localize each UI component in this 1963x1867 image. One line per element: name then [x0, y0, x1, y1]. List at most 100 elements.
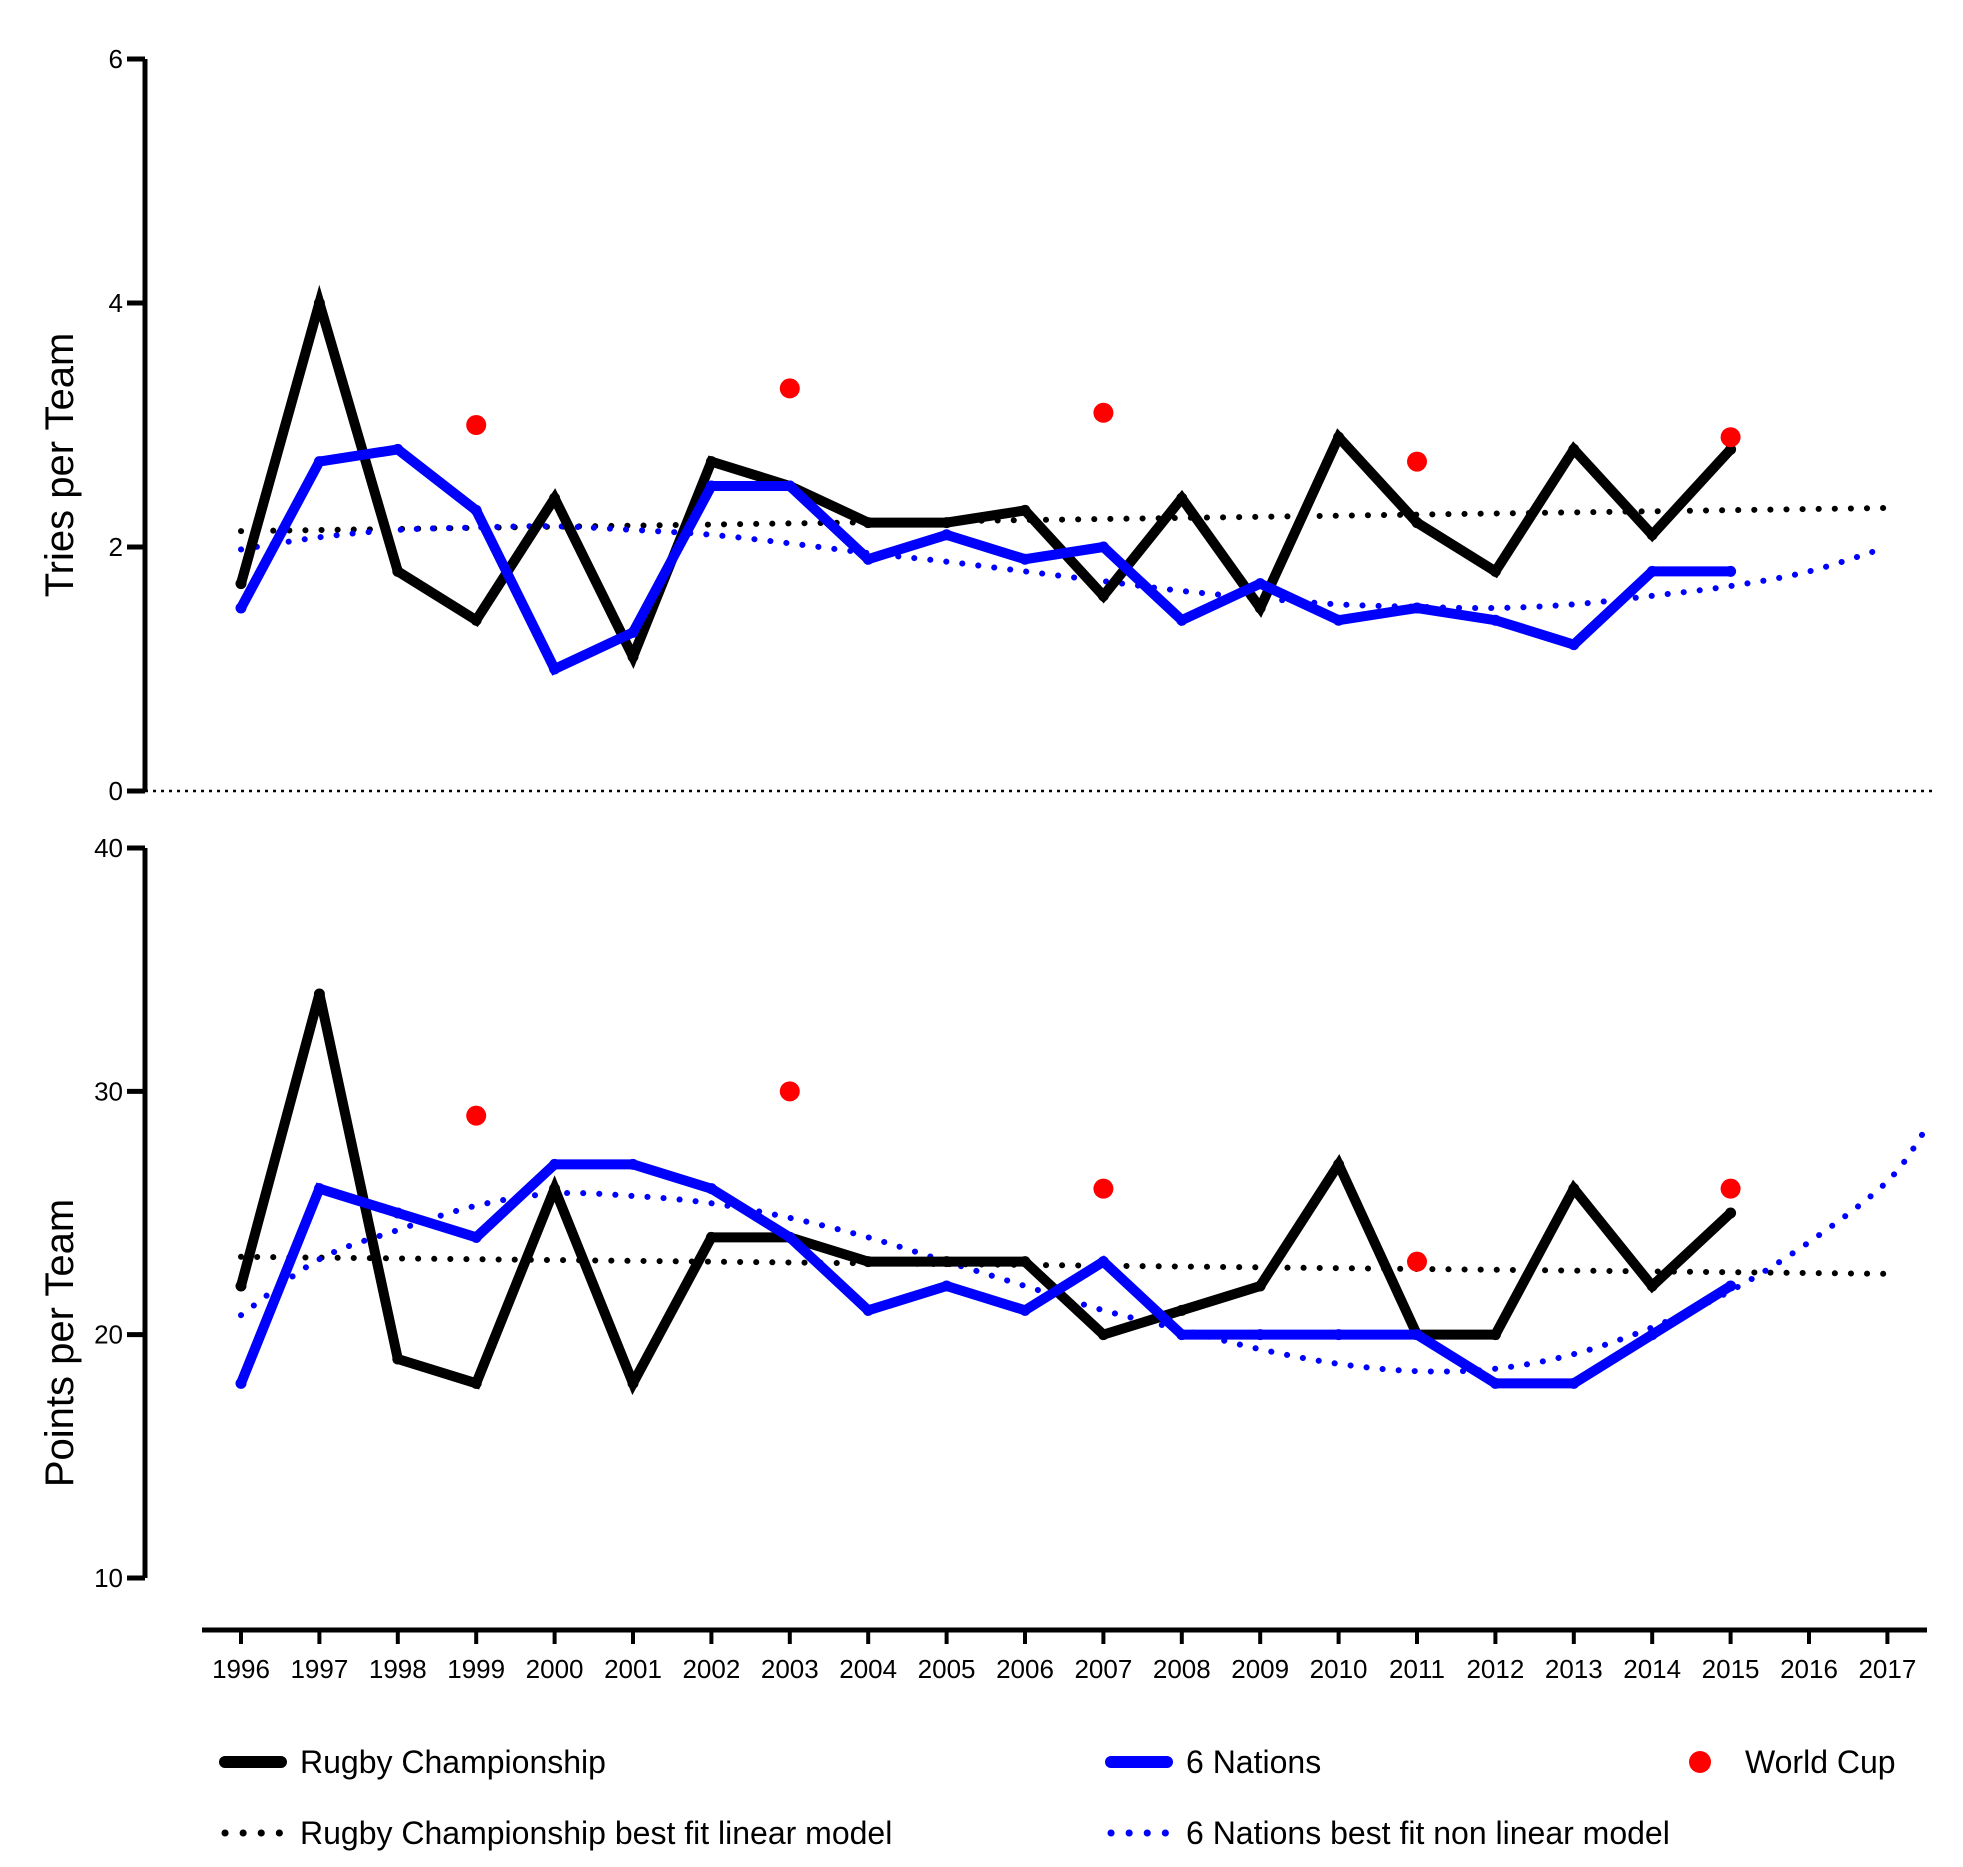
points-rugby-championship-point [1725, 1207, 1737, 1219]
tries-6-nations-point [1254, 578, 1266, 590]
points-world-cup-point [466, 1105, 487, 1126]
tries-y-tick-label: 4 [109, 288, 123, 318]
tries-rugby-championship-point [1097, 590, 1109, 602]
points-rugby-championship-point [1333, 1158, 1345, 1170]
tries-y-tick-label: 2 [109, 532, 123, 562]
tries-6-nations-point [784, 480, 796, 492]
points-world-cup-point [1720, 1178, 1741, 1199]
legend: Rugby Championship 6 Nations World Cup Rugb… [219, 1744, 1896, 1851]
tries-world-cup-point [1093, 402, 1114, 423]
tries-rugby-championship-point [470, 614, 482, 626]
legend-rugby-championship-best-fit-linear-model-label: Rugby Championship best fit linear model [300, 1815, 892, 1851]
points-world-cup-point [779, 1081, 800, 1102]
tries-6-nations-point [1019, 553, 1031, 565]
tries-6-nations-point [1411, 602, 1423, 614]
tries-rugby-championship-point [941, 517, 953, 529]
tries-6-nations-point [941, 529, 953, 541]
x-tick-label: 2006 [996, 1654, 1054, 1684]
tries-rugby-championship-point [705, 456, 717, 468]
points-rugby-championship-point [549, 1183, 561, 1195]
x-tick-label: 1998 [369, 1654, 427, 1684]
x-tick-label: 2000 [526, 1654, 584, 1684]
points-6-nations-point [1176, 1329, 1188, 1341]
tries-rugby-championship-point [1646, 529, 1658, 541]
points-6-nations-point [1411, 1329, 1423, 1341]
x-axis: 1996 1997 1998 1999 2000 2001 2002 2003 2004 2005… [202, 1627, 1927, 1684]
x-tick-label: 2002 [682, 1654, 740, 1684]
points-rugby-championship-line [236, 992, 1736, 1396]
tries-rugby-championship-point [235, 578, 247, 590]
tries-rugby-championship-point [1411, 517, 1423, 529]
x-tick-label: 2004 [839, 1654, 897, 1684]
points-6-nations-point [313, 1183, 325, 1195]
tries-rugby-championship-point [1019, 504, 1031, 516]
tries-6-nations-line [236, 444, 1736, 676]
tries-6-nations-point [549, 663, 561, 675]
points-y-axis-title: Points per Team [38, 1199, 82, 1487]
points-6-nations-point [549, 1158, 561, 1170]
points-6-nations-point [1333, 1329, 1345, 1341]
x-tick-label: 2012 [1466, 1654, 1524, 1684]
points-6-nations-point [470, 1231, 482, 1243]
points-6-nations-point [627, 1158, 639, 1170]
tries-6-nations-point [1568, 639, 1580, 651]
x-tick-label: 2008 [1153, 1654, 1211, 1684]
tries-rugby-championship-point [392, 565, 404, 577]
points-rugby-championship-point [862, 1256, 874, 1268]
x-tick-label: 2009 [1231, 1654, 1289, 1684]
tries-6-nations-point [1333, 614, 1345, 626]
points-rugby-championship-point [470, 1377, 482, 1389]
points-rugby-championship-point [1254, 1280, 1266, 1292]
x-tick-label: 2003 [761, 1654, 819, 1684]
x-tick-label: 2013 [1545, 1654, 1603, 1684]
tries-rugby-championship-point [627, 651, 639, 663]
tries-6-nations-point [313, 456, 325, 468]
tries-6-nations-point [1489, 614, 1501, 626]
tries-world-cup-point [779, 378, 800, 399]
points-rugby-championship-point [1019, 1256, 1031, 1268]
tries-6-nations-point [392, 443, 404, 455]
legend-world-cup-swatch [1689, 1751, 1711, 1773]
tries-panel: 0 2 4 6 Tries per Team [38, 44, 1935, 806]
points-rugby-championship-point [627, 1377, 639, 1389]
points-world-cup-point [1093, 1178, 1114, 1199]
points-rugby-championship-point [941, 1256, 953, 1268]
tries-rugby-championship-point [1176, 492, 1188, 504]
points-6-nations-point [784, 1231, 796, 1243]
tries-6-nations-point [1646, 565, 1658, 577]
tries-6-nations-point [705, 480, 717, 492]
points-y-tick-label: 20 [94, 1320, 123, 1350]
legend-6-nations-best-fit-non-linear-model-label: 6 Nations best fit non linear model [1186, 1815, 1670, 1851]
legend-6-nations-label: 6 Nations [1186, 1744, 1321, 1780]
x-tick-label: 2007 [1074, 1654, 1132, 1684]
tries-rugby-championship-point [862, 517, 874, 529]
tries-y-tick-label: 0 [109, 776, 123, 806]
points-6-nations-point [1489, 1377, 1501, 1389]
points-panel: 10 20 30 40 Points per Team [38, 833, 1930, 1593]
x-tick-label: 1997 [290, 1654, 348, 1684]
tries-world-cup-point [466, 415, 487, 435]
tries-6-nations-point [235, 602, 247, 614]
points-rugby-championship-point [705, 1231, 717, 1243]
points-6-nations-line [236, 1159, 1736, 1389]
points-6-nations-point [862, 1304, 874, 1316]
tries-y-axis-title: Tries per Team [38, 333, 82, 598]
points-rugby-championship-point [1568, 1183, 1580, 1195]
x-tick-label: 1996 [212, 1654, 270, 1684]
legend-rugby-championship-label: Rugby Championship [300, 1744, 606, 1780]
x-tick-label: 2014 [1623, 1654, 1681, 1684]
points-rugby-championship-point [1489, 1329, 1501, 1341]
points-6-nations-point [1725, 1280, 1737, 1292]
tries-6-nations-point [862, 553, 874, 565]
tries-6-nations-point [627, 626, 639, 638]
x-tick-label: 2016 [1780, 1654, 1838, 1684]
tries-6-nations-point [1725, 565, 1737, 577]
tries-rugby-championship-point [1489, 565, 1501, 577]
points-6-nations-point [392, 1207, 404, 1219]
tries-rugby-championship-point [1568, 443, 1580, 455]
tries-6-nations-point [1097, 541, 1109, 553]
points-6-nations-point [705, 1183, 717, 1195]
tries-6-nations-point [470, 504, 482, 516]
x-tick-label: 2015 [1702, 1654, 1760, 1684]
